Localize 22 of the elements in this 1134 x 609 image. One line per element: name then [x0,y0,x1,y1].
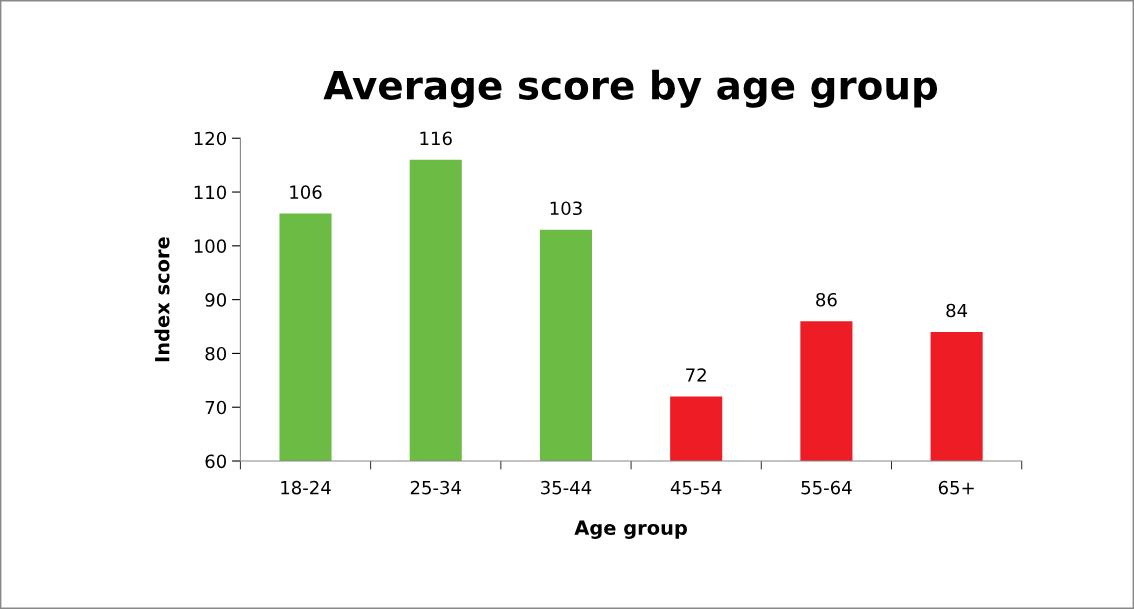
y-tick-label: 90 [205,293,227,307]
x-axis-title: Age group [574,520,687,539]
x-tick-label: 55-64 [801,480,852,495]
data-label: 106 [290,185,322,199]
x-tick-label: 35-44 [541,480,592,495]
x-tick-label: 65+ [938,480,974,495]
x-tick-label: 45-54 [670,481,722,495]
y-tick-label: 110 [194,185,227,200]
chart-title: Average score by age group [323,69,938,108]
data-label: 103 [550,201,582,216]
y-tick-label: 120 [194,131,227,146]
x-tick-label: 18-24 [281,480,331,495]
y-tick-label: 80 [205,346,227,361]
y-tick-label: 70 [205,400,227,415]
y-axis-title: Index score [154,237,170,362]
data-label: 116 [420,131,452,146]
data-label: 86 [816,292,837,307]
y-tick-label: 100 [194,239,227,253]
x-tick-label: 25-34 [410,480,461,495]
data-label: 72 [686,368,706,382]
data-label: 84 [946,303,968,318]
y-tick-label: 60 [205,454,227,469]
